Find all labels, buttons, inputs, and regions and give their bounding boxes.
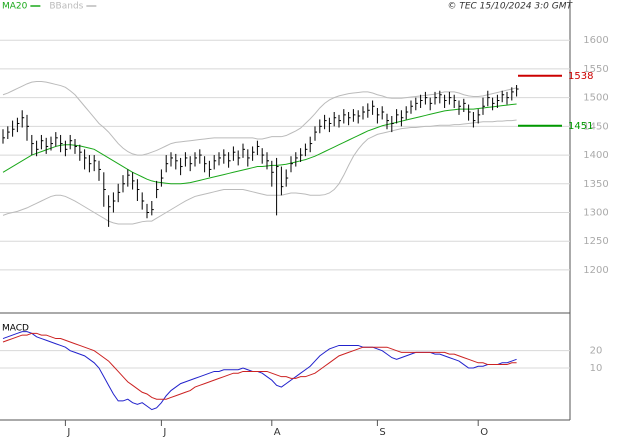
x-tick-label: A <box>274 427 281 438</box>
ma-line <box>2 103 517 185</box>
macd-title: MACD <box>2 324 29 334</box>
credit: © TEC 15/10/2024 3:0 GMT <box>447 2 573 12</box>
price-marker-label: 1538 <box>568 71 593 82</box>
y-tick-label: 20 <box>590 346 603 357</box>
legend-label: MA20 <box>2 2 28 12</box>
y-tick-label: 1400 <box>583 150 608 161</box>
x-tick-label: J <box>162 427 166 438</box>
x-tick-label: O <box>480 427 488 438</box>
band-lower <box>2 119 517 225</box>
y-tick-label: 1450 <box>583 121 608 132</box>
price-marker-label: 1451 <box>568 121 593 132</box>
band-upper <box>2 81 517 156</box>
macd-line <box>2 332 517 400</box>
legend-label: BBands <box>49 2 83 12</box>
y-tick-label: 1550 <box>583 64 608 75</box>
y-tick-label: 1350 <box>583 179 608 190</box>
y-tick-label: 1300 <box>583 207 608 218</box>
y-tick-label: 1200 <box>583 265 608 276</box>
y-tick-label: 1500 <box>583 93 608 104</box>
x-tick-label: S <box>379 427 385 438</box>
y-tick-label: 1250 <box>583 236 608 247</box>
y-tick-label: 1600 <box>583 35 608 46</box>
y-tick-label: 10 <box>590 363 603 374</box>
x-tick-label: J <box>66 427 70 438</box>
